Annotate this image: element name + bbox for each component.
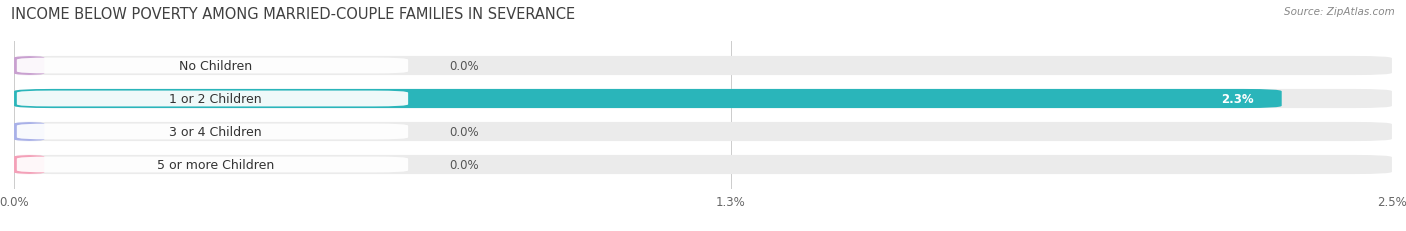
FancyBboxPatch shape <box>14 90 1392 109</box>
FancyBboxPatch shape <box>14 122 45 141</box>
Text: No Children: No Children <box>179 60 252 73</box>
Text: 3 or 4 Children: 3 or 4 Children <box>169 125 262 138</box>
Text: Source: ZipAtlas.com: Source: ZipAtlas.com <box>1284 7 1395 17</box>
FancyBboxPatch shape <box>14 90 1282 109</box>
FancyBboxPatch shape <box>17 124 408 140</box>
FancyBboxPatch shape <box>14 122 1392 141</box>
Text: 5 or more Children: 5 or more Children <box>156 158 274 171</box>
FancyBboxPatch shape <box>14 57 1392 76</box>
FancyBboxPatch shape <box>17 91 408 107</box>
FancyBboxPatch shape <box>14 155 1392 174</box>
Text: 0.0%: 0.0% <box>450 125 479 138</box>
FancyBboxPatch shape <box>14 155 45 174</box>
FancyBboxPatch shape <box>17 58 408 74</box>
Text: INCOME BELOW POVERTY AMONG MARRIED-COUPLE FAMILIES IN SEVERANCE: INCOME BELOW POVERTY AMONG MARRIED-COUPL… <box>11 7 575 22</box>
Text: 1 or 2 Children: 1 or 2 Children <box>169 93 262 106</box>
Text: 2.3%: 2.3% <box>1222 93 1254 106</box>
Text: 0.0%: 0.0% <box>450 60 479 73</box>
FancyBboxPatch shape <box>17 157 408 173</box>
Text: 0.0%: 0.0% <box>450 158 479 171</box>
FancyBboxPatch shape <box>14 57 45 76</box>
